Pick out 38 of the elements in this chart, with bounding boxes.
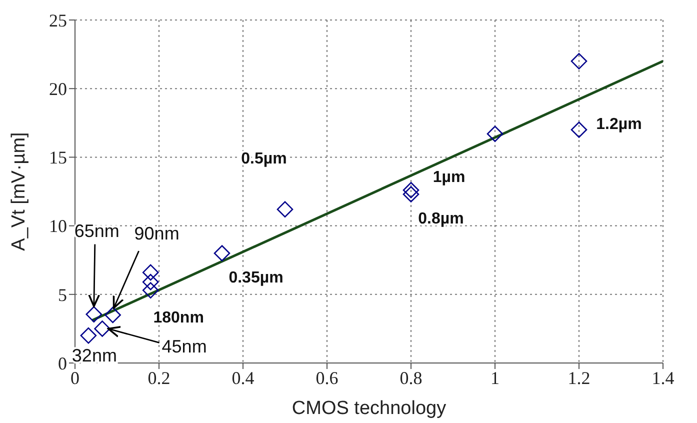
y-tick-label: 15 [49,148,67,168]
y-tick-label: 25 [49,10,67,30]
point [214,245,230,262]
y-axis-title: A_Vt [mV·µm] [8,132,30,251]
annotation: 180nm [153,310,204,327]
point [570,122,588,138]
point [402,182,420,198]
x-axis-title: CMOS technology [292,398,447,419]
annotation: 1.2µm [596,116,642,133]
x-tick-label: 1.4 [652,368,674,388]
point [402,186,420,202]
x-tick-label: 1 [490,368,500,388]
point [80,327,97,344]
y-tick-label: 10 [49,216,67,236]
x-tick-label: 0.6 [316,368,338,388]
y-tick-label: 5 [58,284,67,305]
point [142,264,159,281]
y-tick-label: 0 [58,353,67,374]
x-tick-label: 0.4 [232,368,254,388]
point [142,282,159,298]
point [94,320,110,337]
annotation: 1µm [432,169,466,186]
point [142,274,159,290]
y-tick-label: 20 [49,78,67,99]
point [86,306,102,322]
x-tick-label: 0.8 [400,368,422,388]
annotation: 45nm [162,336,207,356]
x-tick-label: 0 [70,368,80,388]
point [104,306,121,324]
annotation: 0.35µm [228,269,284,286]
point [570,53,588,70]
point [486,126,504,142]
annotation: 90nm [134,224,180,244]
annotation: 0.8µm [418,210,464,228]
annotation: 0.5µm [241,150,287,168]
x-tick-label: 0.2 [148,368,170,388]
point [276,201,294,218]
x-tick-label: 1.2 [568,368,590,388]
